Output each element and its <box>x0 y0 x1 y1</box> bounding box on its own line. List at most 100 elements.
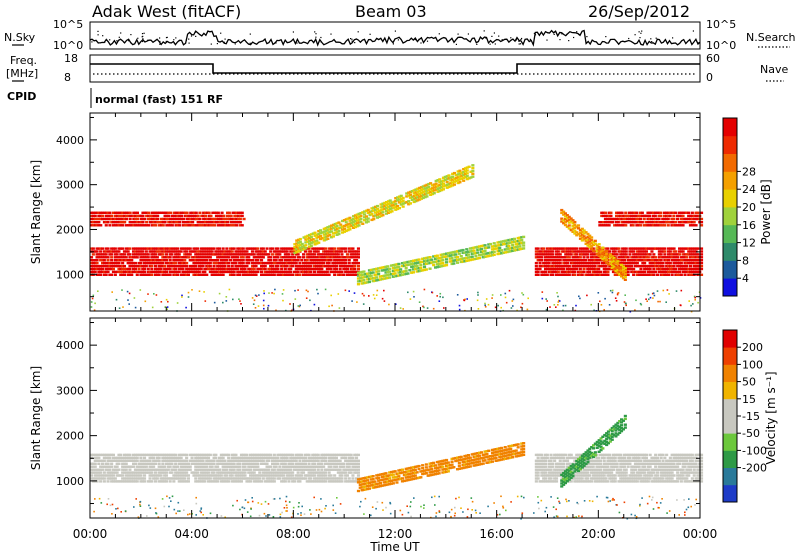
power-cell <box>630 250 634 253</box>
power-cell <box>210 259 214 262</box>
power-cell <box>364 221 368 224</box>
power-cell <box>667 273 671 276</box>
power-speckle <box>491 294 494 296</box>
power-cell <box>157 261 161 265</box>
power-cell <box>123 217 127 221</box>
power-cell <box>551 256 555 259</box>
power-cell <box>319 235 323 238</box>
power-cell <box>335 230 339 234</box>
power-cell <box>381 202 385 205</box>
power-cell <box>128 261 132 265</box>
velocity-cell <box>234 453 238 457</box>
power-cell <box>147 224 151 227</box>
velocity-cell <box>207 474 211 477</box>
power-cell <box>327 247 331 250</box>
velocity-cell <box>309 477 313 480</box>
velocity-cell <box>197 468 201 471</box>
power-cell <box>457 258 461 261</box>
velocity-cell <box>316 465 320 468</box>
velocity-cell <box>303 477 307 480</box>
power-cell <box>430 187 434 190</box>
power-cell <box>657 211 661 214</box>
noise-search-point <box>314 31 316 33</box>
power-cell <box>201 270 205 274</box>
power-cell <box>110 214 114 218</box>
power-cell <box>150 221 154 224</box>
power-cell <box>457 252 461 255</box>
power-cell <box>363 216 367 219</box>
power-cell <box>445 261 449 264</box>
noise-search-point <box>568 40 570 42</box>
power-cell <box>331 223 335 227</box>
power-cell <box>642 217 646 221</box>
power-cell <box>334 264 338 268</box>
power-cell <box>283 273 287 276</box>
power-cell <box>408 193 412 196</box>
velocity-cell <box>283 465 287 468</box>
power-cell <box>612 256 616 260</box>
power-cell <box>582 261 586 265</box>
power-cell <box>549 273 553 276</box>
power-speckle <box>603 309 605 311</box>
power-cell <box>419 191 423 195</box>
power-cell <box>566 247 570 250</box>
power-cell <box>328 233 332 237</box>
power-cell <box>169 224 173 227</box>
velocity-cell <box>313 480 317 483</box>
power-cell <box>670 224 674 227</box>
power-cell <box>452 171 456 175</box>
velocity-cell <box>260 456 264 460</box>
power-cell <box>621 268 625 271</box>
power-cell <box>230 267 234 271</box>
power-cell <box>247 261 251 265</box>
power-speckle <box>652 292 655 294</box>
power-cell <box>287 247 291 250</box>
power-cell <box>496 241 500 244</box>
power-cell <box>575 267 579 271</box>
power-cell <box>667 261 671 265</box>
power-cell <box>700 247 704 250</box>
power-cell <box>205 221 209 224</box>
velocity-cell <box>300 456 304 460</box>
power-cell <box>316 267 320 271</box>
power-cell <box>150 270 154 274</box>
power-cell <box>371 277 375 280</box>
power-speckle <box>558 300 561 302</box>
power-cell <box>252 273 256 276</box>
power-cell <box>651 224 655 227</box>
power-cell <box>247 267 251 271</box>
power-cell <box>170 224 174 227</box>
power-speckle <box>521 302 524 305</box>
power-cell <box>423 190 427 193</box>
power-cell <box>674 267 678 271</box>
power-cell <box>135 224 139 227</box>
power-cell <box>241 256 245 259</box>
power-cell <box>196 253 200 256</box>
noise-search-point <box>586 36 588 38</box>
power-cell <box>644 267 648 271</box>
power-cell <box>113 273 117 276</box>
velocity-cell <box>163 474 167 477</box>
velocity-cell <box>230 459 234 462</box>
velocity-cell <box>205 471 209 474</box>
power-cell <box>305 273 309 276</box>
power-speckle <box>328 305 330 308</box>
power-speckle <box>165 298 168 301</box>
power-cell <box>344 259 348 262</box>
power-cell <box>230 264 234 268</box>
velocity-cell <box>256 477 260 480</box>
power-speckle <box>263 292 265 295</box>
power-cell <box>621 271 625 274</box>
power-cell <box>355 273 359 276</box>
velocity-cell <box>207 456 211 460</box>
velocity-cell <box>250 453 254 457</box>
power-cell <box>250 259 254 262</box>
power-cell <box>601 249 605 252</box>
power-cell <box>573 264 577 268</box>
power-cell <box>252 270 256 274</box>
power-cell <box>161 270 165 274</box>
velocity-cell <box>161 459 165 462</box>
noise-search-point <box>109 39 111 41</box>
velocity-cell <box>314 453 318 457</box>
power-cell <box>399 203 403 206</box>
